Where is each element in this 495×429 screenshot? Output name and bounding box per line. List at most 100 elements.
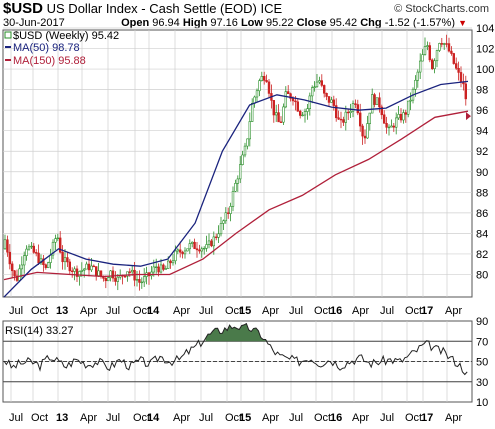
price-candle-body: [224, 212, 227, 222]
price-candle-body: [58, 237, 62, 253]
legend-price: $USD (Weekly) 95.42: [13, 30, 119, 42]
price-candle-body: [51, 241, 55, 256]
x-tick-label: 16: [330, 412, 342, 424]
price-candles: [3, 34, 467, 291]
price-candle-body: [227, 212, 230, 214]
price-candle-body: [195, 248, 199, 251]
price-candle-body: [234, 183, 237, 192]
x-tick-label: Apr: [173, 305, 190, 317]
price-candle-body: [375, 97, 379, 105]
price-candle-body: [200, 248, 203, 252]
price-candle-body: [109, 270, 112, 278]
price-panel-frame: [2, 29, 473, 298]
price-candle-body: [143, 276, 146, 283]
x-tick-label: 13: [56, 412, 68, 424]
price-y-tick: 98: [476, 85, 488, 97]
price-candle-body: [241, 154, 244, 165]
price-candle-body: [406, 100, 410, 115]
x-tick-label: Apr: [80, 412, 97, 424]
price-candle-body: [426, 45, 429, 47]
price-candle-body: [337, 117, 340, 120]
price-candle-body: [368, 112, 371, 124]
price-candle-body: [361, 125, 364, 137]
price-candle-body: [373, 94, 376, 105]
price-y-tick: 82: [476, 249, 488, 261]
price-candle-body: [428, 45, 431, 61]
x-tick-label: Apr: [80, 305, 97, 317]
price-candle-body: [416, 71, 419, 81]
price-candle-body: [440, 43, 443, 45]
price-candle-body: [394, 117, 398, 128]
x-tick-label: 13: [56, 305, 68, 317]
price-candle-body: [363, 135, 367, 139]
price-candle-body: [284, 91, 287, 108]
price-candle-body: [157, 266, 160, 273]
x-tick-label: Jul: [380, 305, 394, 317]
price-y-tick: 84: [476, 228, 488, 240]
price-y-tick: 94: [476, 126, 488, 138]
ma50-line: [3, 80, 469, 298]
price-candle-body: [301, 114, 304, 117]
last-price-marker: [466, 112, 471, 121]
quote-line: 30-Jun-2017 Open 96.94 High 97.16 Low 95…: [3, 17, 493, 29]
price-candle-body: [169, 260, 172, 264]
open-value: 96.94: [152, 17, 180, 29]
price-candle-body: [296, 101, 299, 112]
price-candle-body: [104, 277, 108, 282]
last-price-arrow-icon: [466, 112, 471, 121]
ma150-line: [3, 110, 469, 281]
x-tick-label: Oct: [31, 305, 48, 317]
price-y-tick: 80: [476, 269, 488, 281]
x-tick-label: Oct: [314, 305, 331, 317]
price-candle-body: [231, 191, 235, 207]
price-candle-body: [327, 96, 331, 103]
price-candle-body: [414, 79, 417, 90]
price-candle-body: [6, 239, 9, 253]
price-candle-body: [267, 81, 271, 94]
price-candle-body: [380, 106, 383, 116]
price-candle-body: [430, 59, 434, 69]
x-tick-label: Oct: [133, 305, 150, 317]
price-candle-body: [8, 251, 11, 265]
price-candle-body: [207, 240, 211, 245]
price-candle-body: [138, 279, 141, 283]
price-candle-body: [306, 108, 309, 112]
x-tick-label: Jul: [199, 305, 213, 317]
chg-value: -1.52 (-1.57%): [384, 17, 455, 29]
quote-date: 30-Jun-2017: [3, 17, 65, 29]
price-candle-body: [167, 260, 170, 269]
legend-ma50: MA(50) 98.78: [13, 42, 80, 54]
price-candle-body: [265, 80, 268, 83]
price-candle-body: [255, 90, 259, 98]
price-y-tick: 102: [476, 44, 494, 56]
price-candle-body: [298, 110, 302, 116]
price-candle-body: [294, 100, 297, 103]
price-candle-body: [404, 112, 407, 115]
x-tick-label: Oct: [405, 412, 422, 424]
price-y-axis: 80 82 84 86 88 90 92 94 96 98 100 102 104: [476, 23, 494, 281]
price-candle-body: [155, 266, 158, 268]
x-tick-label: Oct: [225, 412, 242, 424]
price-candle-body: [135, 279, 139, 281]
x-tick-label: Oct: [225, 305, 242, 317]
exchange: ICE: [260, 1, 283, 16]
price-candle-body: [272, 100, 275, 116]
rsi-y-tick: 30: [476, 377, 488, 389]
price-candle-body: [421, 54, 424, 62]
price-candle-body: [80, 269, 84, 272]
price-candle-body: [354, 103, 357, 105]
price-legend-swatch: [4, 31, 12, 39]
price-candle-body: [174, 250, 177, 262]
price-candle-body: [111, 270, 115, 279]
price-candle-body: [44, 264, 48, 268]
price-candle-body: [83, 268, 86, 271]
price-candle-body: [318, 80, 321, 83]
price-candle-body: [447, 43, 451, 52]
x-tick-label: 15: [239, 305, 251, 317]
price-candle-body: [46, 262, 50, 268]
chart-title: $USD US Dollar Index - Cash Settle (EOD)…: [3, 0, 282, 17]
high-value: 97.16: [210, 17, 238, 29]
price-candle-body: [286, 91, 290, 95]
price-candle-body: [334, 105, 338, 119]
